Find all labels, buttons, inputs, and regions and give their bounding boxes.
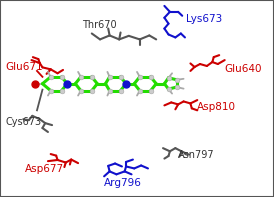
Text: Thr670: Thr670 <box>82 20 117 30</box>
Text: Glu671: Glu671 <box>5 62 43 72</box>
Text: Asn797: Asn797 <box>178 150 215 160</box>
Text: Arg796: Arg796 <box>104 178 142 188</box>
Text: Glu640: Glu640 <box>225 64 262 74</box>
Text: Cys673: Cys673 <box>5 117 42 127</box>
Text: Asp677: Asp677 <box>25 164 64 174</box>
Text: Lys673: Lys673 <box>186 14 222 24</box>
Text: Asp810: Asp810 <box>197 102 236 112</box>
